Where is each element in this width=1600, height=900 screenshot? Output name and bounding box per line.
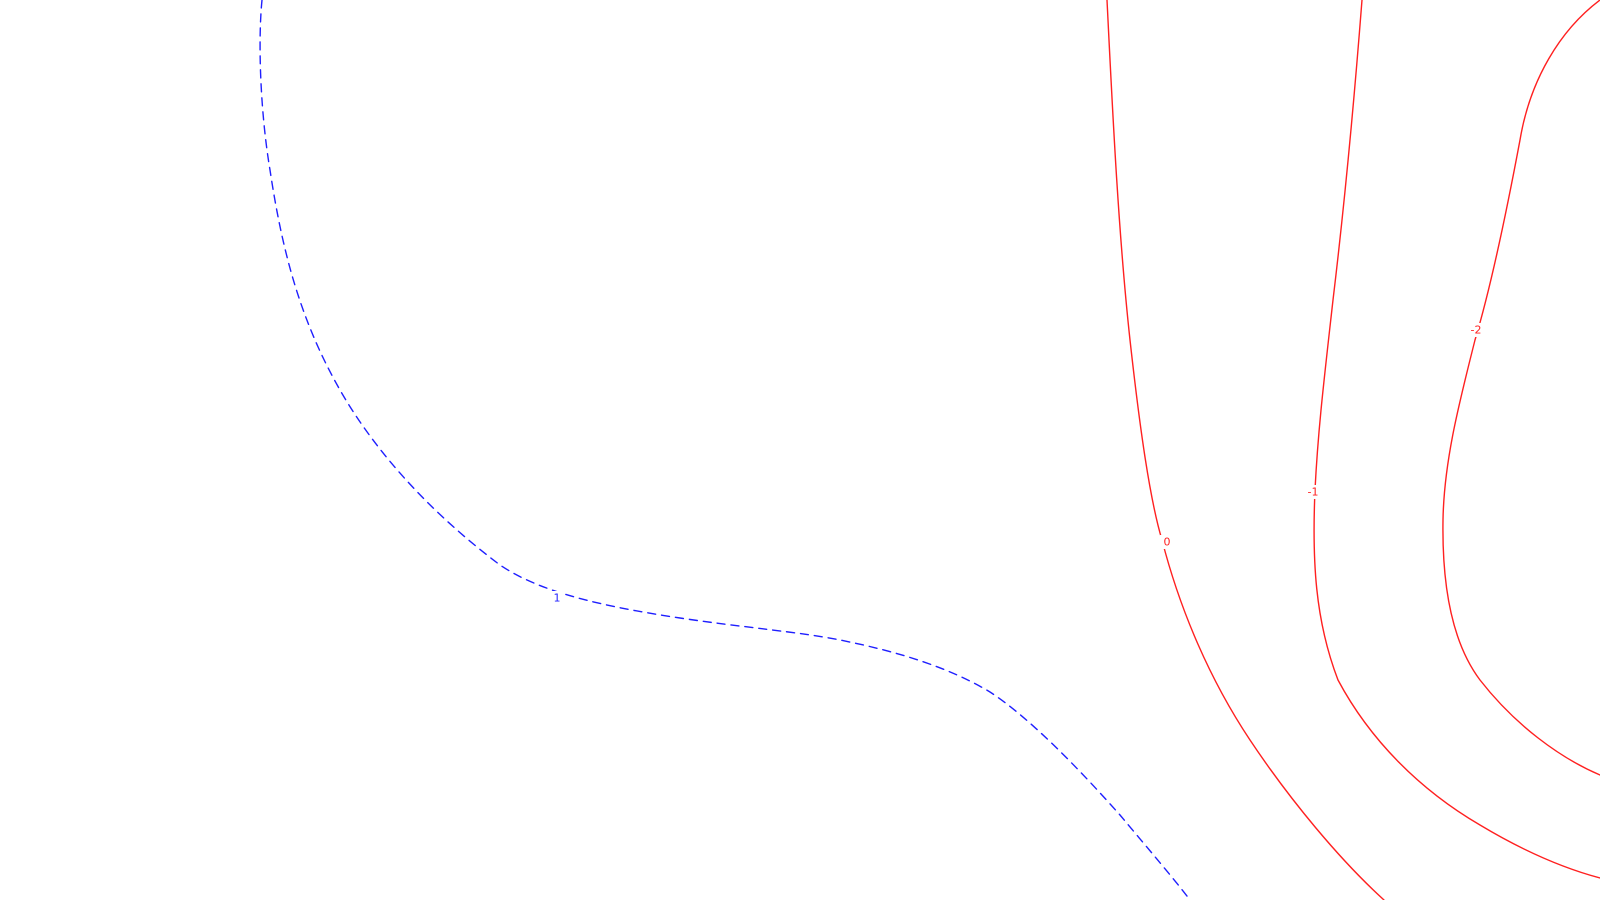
contour-line-neg-1: -1 <box>1304 0 1600 879</box>
contour-neg-1-label-bg <box>1304 485 1322 499</box>
contour-0-path <box>1106 0 1385 900</box>
contour-pos-1-path <box>259 0 1191 900</box>
contour-pos-1-label-bg <box>550 591 564 605</box>
contour-line-0: 0 <box>1106 0 1385 900</box>
contour-line-pos-1: 1 <box>259 0 1191 900</box>
contour-neg-2-path <box>1442 0 1600 776</box>
contour-0-label-bg <box>1160 535 1174 549</box>
contour-neg-2-label-bg <box>1467 323 1485 337</box>
contour-neg-1-label: -1 <box>1308 486 1319 499</box>
contour-pos-1-label: 1 <box>554 592 561 605</box>
contour-line-neg-2: -2 <box>1442 0 1600 776</box>
contour-neg-1-path <box>1313 0 1600 879</box>
contour-0-label: 0 <box>1164 536 1171 549</box>
contour-neg-2-label: -2 <box>1471 324 1482 337</box>
